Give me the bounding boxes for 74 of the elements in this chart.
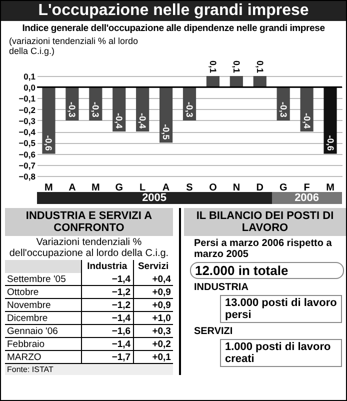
y-tick-label: −0,4 (18, 127, 36, 138)
y-tick-label: −0,1 (18, 94, 36, 104)
text: 13.000 posti di lavoro persi (220, 295, 342, 323)
y-tick-label: 0,1 (24, 72, 36, 82)
y-tick-label: −0,7 (18, 160, 36, 170)
x-tick-label: M (326, 182, 334, 194)
text: SERVIZI (194, 326, 234, 337)
x-tick-label: S (186, 182, 194, 194)
x-tick-label: G (115, 182, 124, 194)
x-tick-label: A (68, 182, 76, 194)
chart-subtitle: Indice generale dell'occupazione alle dipendenze nelle grandi imprese (21, 23, 326, 34)
category-label: Ottobre (5, 286, 82, 298)
data-label: −1,7 (81, 350, 134, 364)
chart-title: L'occupazione nelle grandi imprese (1, 1, 346, 21)
text: INDUSTRIA E SERVIZI A CONFRONTO (5, 208, 173, 236)
category-label: Gennaio '06 (5, 324, 82, 338)
x-tick-label: F (304, 182, 310, 194)
data-label: −1,4 (81, 312, 134, 324)
data-label: -0,4 (302, 113, 312, 129)
category-label: Dicembre (5, 312, 82, 324)
data-label: -0,5 (161, 124, 172, 140)
data-label: +0,2 (133, 338, 173, 350)
series-label: Servizi (133, 260, 173, 273)
x-tick-label: O (209, 182, 218, 194)
data-label: −1,4 (81, 338, 134, 350)
x-tick-label: M (91, 182, 100, 194)
text: 12.000 in totale (190, 262, 344, 279)
data-label: −1,4 (81, 273, 134, 286)
data-label: -0,3 (67, 102, 78, 118)
text: INDUSTRIA (194, 282, 250, 293)
y-tick-label: −0,5 (18, 138, 36, 148)
data-label: -0,3 (90, 102, 101, 118)
legend-label: Industria (81, 260, 134, 273)
y-tick-label: −0,3 (18, 116, 36, 126)
x-tick-label: D (256, 182, 264, 194)
data-label: +0,1 (133, 350, 173, 364)
y-axis-title: (variazioni tendenziali % al lordo della C.i.g.) (9, 36, 140, 56)
text: 1.000 posti di lavoro creati (220, 339, 342, 367)
data-label: −1,6 (81, 324, 134, 338)
data-label: -0,3 (184, 102, 194, 118)
data-label: +0,9 (133, 298, 173, 312)
x-tick-label: G (279, 182, 288, 194)
text: Persi a marzo 2006 rispetto a marzo 2005 (194, 238, 333, 260)
data-label: -0,6 (44, 135, 54, 151)
text: 2006 (272, 192, 342, 204)
data-label: 0,1 (254, 60, 265, 73)
data-label: -0,4 (114, 113, 124, 129)
data-label: +0,3 (133, 324, 173, 338)
category-label: MARZO (5, 350, 82, 364)
data-label: -0,4 (138, 113, 148, 129)
data-label: −1,2 (81, 286, 134, 298)
x-tick-label: N (232, 182, 240, 194)
category-label: Novembre (5, 298, 82, 312)
category-label: Settembre '05 (5, 273, 82, 286)
data-label: 0,1 (231, 60, 242, 73)
x-tick-label: A (162, 182, 170, 194)
data-label: −1,2 (81, 298, 134, 312)
y-tick-label: −0,8 (18, 172, 36, 182)
data-label: +0,9 (133, 286, 173, 298)
data-label: -0,6 (325, 135, 336, 151)
source-note: Fonte: ISTAT (6, 364, 54, 375)
text: 2005 (37, 192, 272, 204)
text: Variazioni tendenziali % dell'occupazione al lordo della C.i.g. (5, 236, 173, 260)
y-tick-label: 0,0 (24, 82, 36, 93)
data-label: 0,1 (208, 60, 218, 73)
x-tick-label: L (140, 182, 146, 194)
data-label: -0,3 (278, 102, 288, 118)
y-tick-label: −0,2 (18, 104, 36, 115)
data-label: +0,4 (133, 273, 173, 286)
category-label: Febbraio (5, 338, 82, 350)
text: IL BILANCIO DEI POSTI DI LAVORO (184, 208, 346, 236)
data-label: +1,0 (133, 312, 173, 324)
y-tick-label: −0,6 (18, 149, 36, 160)
x-tick-label: M (44, 182, 53, 194)
